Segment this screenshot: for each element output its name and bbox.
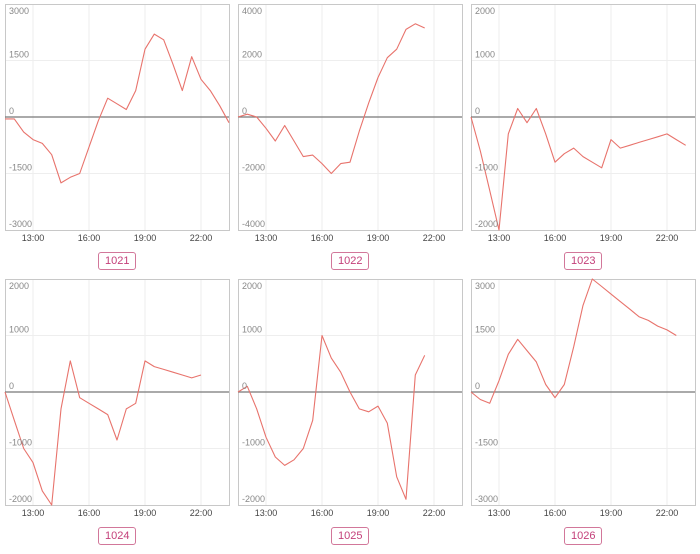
chart-label-button[interactable]: 1022 (331, 252, 370, 270)
y-tick-label: 2000 (9, 281, 29, 291)
x-tick-label: 16:00 (544, 233, 567, 243)
x-tick-label: 19:00 (367, 233, 390, 243)
x-tick-label: 19:00 (367, 508, 390, 518)
x-tick-label: 19:00 (134, 508, 157, 518)
y-tick-label: 0 (475, 381, 480, 391)
series-line (4, 360, 202, 506)
y-tick-label: -2000 (242, 163, 265, 173)
chart-svg: 2000 1000 0 -1000 -2000 13:00 16:00 19:00 22:00 (470, 4, 696, 243)
y-tick-label: 4000 (242, 6, 262, 16)
chart-svg: 2000 1000 0 -1000 -2000 13:00 16:00 19:00 22:00 (4, 279, 230, 518)
x-tick-label: 22:00 (190, 508, 213, 518)
y-tick-label: 3000 (475, 281, 495, 291)
series-line (237, 23, 425, 175)
x-tick-label: 16:00 (78, 233, 101, 243)
series-line (5, 33, 230, 184)
y-tick-label: 0 (9, 106, 14, 116)
chart-panel-1025: 2000 1000 0 -1000 -2000 13:00 16:00 19:00 22:00 1… (237, 279, 466, 554)
chart-panel-1023: 2000 1000 0 -1000 -2000 13:00 16:00 19:00 22:00 1… (470, 4, 699, 279)
x-tick-label: 22:00 (656, 508, 679, 518)
y-tick-label: 1000 (9, 325, 29, 335)
chart-panel-1021: 3000 1500 0 -1500 -3000 13:00 16:00 19:00 22:00 1… (5, 4, 233, 279)
chart-panel-1026: 3000 1500 0 -1500 -3000 13:00 16:00 19:00 22:00 1… (470, 278, 699, 554)
x-tick-label: 13:00 (488, 233, 511, 243)
series-line (470, 107, 686, 231)
chart-panel-1024: 2000 1000 0 -1000 -2000 13:00 16:00 19:00 22:00 1… (4, 279, 233, 554)
y-tick-label: 0 (242, 381, 247, 391)
y-tick-label: 1000 (475, 50, 495, 60)
x-tick-label: 19:00 (600, 508, 623, 518)
chart-svg: 2000 1000 0 -1000 -2000 13:00 16:00 19:00 22:00 (237, 279, 463, 518)
y-tick-label: 0 (242, 106, 247, 116)
chart-svg: 3000 1500 0 -1500 -3000 13:00 16:00 19:00 22:00 (470, 278, 696, 518)
chart-label-button[interactable]: 1025 (331, 527, 370, 545)
series-line (237, 334, 426, 500)
x-tick-label: 16:00 (311, 233, 334, 243)
x-tick-label: 13:00 (255, 233, 278, 243)
y-tick-label: 2000 (242, 281, 262, 291)
y-tick-label: -2000 (242, 494, 265, 504)
x-tick-label: 16:00 (78, 508, 101, 518)
y-tick-label: -2000 (475, 219, 498, 229)
x-tick-label: 13:00 (488, 508, 511, 518)
y-tick-label: 2000 (475, 6, 495, 16)
x-tick-label: 16:00 (544, 508, 567, 518)
chart-svg: 4000 2000 0 -2000 -4000 13:00 16:00 19:00 22:00 (237, 4, 463, 243)
x-tick-label: 19:00 (600, 233, 623, 243)
series-line (470, 278, 677, 404)
x-tick-label: 13:00 (22, 508, 45, 518)
x-tick-label: 22:00 (190, 233, 213, 243)
y-tick-label: -4000 (242, 219, 265, 229)
y-tick-label: -3000 (9, 219, 32, 229)
x-tick-label: 13:00 (255, 508, 278, 518)
y-tick-label: -1500 (475, 438, 498, 448)
y-tick-label: -1000 (242, 438, 265, 448)
chart-panel-1022: 4000 2000 0 -2000 -4000 13:00 16:00 19:00 22:00 1… (237, 4, 466, 279)
x-tick-label: 16:00 (311, 508, 334, 518)
chart-label-button[interactable]: 1023 (564, 252, 603, 270)
x-tick-label: 19:00 (134, 233, 157, 243)
chart-label-button[interactable]: 1024 (98, 527, 137, 545)
y-tick-label: -2000 (9, 494, 32, 504)
chart-svg: 3000 1500 0 -1500 -3000 13:00 16:00 19:00 22:00 (5, 4, 230, 243)
y-tick-label: -3000 (475, 494, 498, 504)
x-tick-label: 22:00 (423, 508, 446, 518)
chart-label-button[interactable]: 1026 (564, 527, 603, 545)
y-tick-label: 1000 (242, 325, 262, 335)
y-tick-label: 0 (9, 381, 14, 391)
chart-label-button[interactable]: 1021 (98, 252, 137, 270)
x-tick-label: 22:00 (656, 233, 679, 243)
x-tick-label: 13:00 (22, 233, 45, 243)
y-tick-label: -1500 (9, 163, 32, 173)
y-tick-label: 2000 (242, 50, 262, 60)
y-tick-label: -1000 (9, 438, 32, 448)
y-tick-label: 1500 (9, 50, 29, 60)
y-tick-label: 1500 (475, 325, 495, 335)
x-tick-label: 22:00 (423, 233, 446, 243)
y-tick-label: 0 (475, 106, 480, 116)
y-tick-label: -1000 (475, 163, 498, 173)
y-tick-label: 3000 (9, 6, 29, 16)
